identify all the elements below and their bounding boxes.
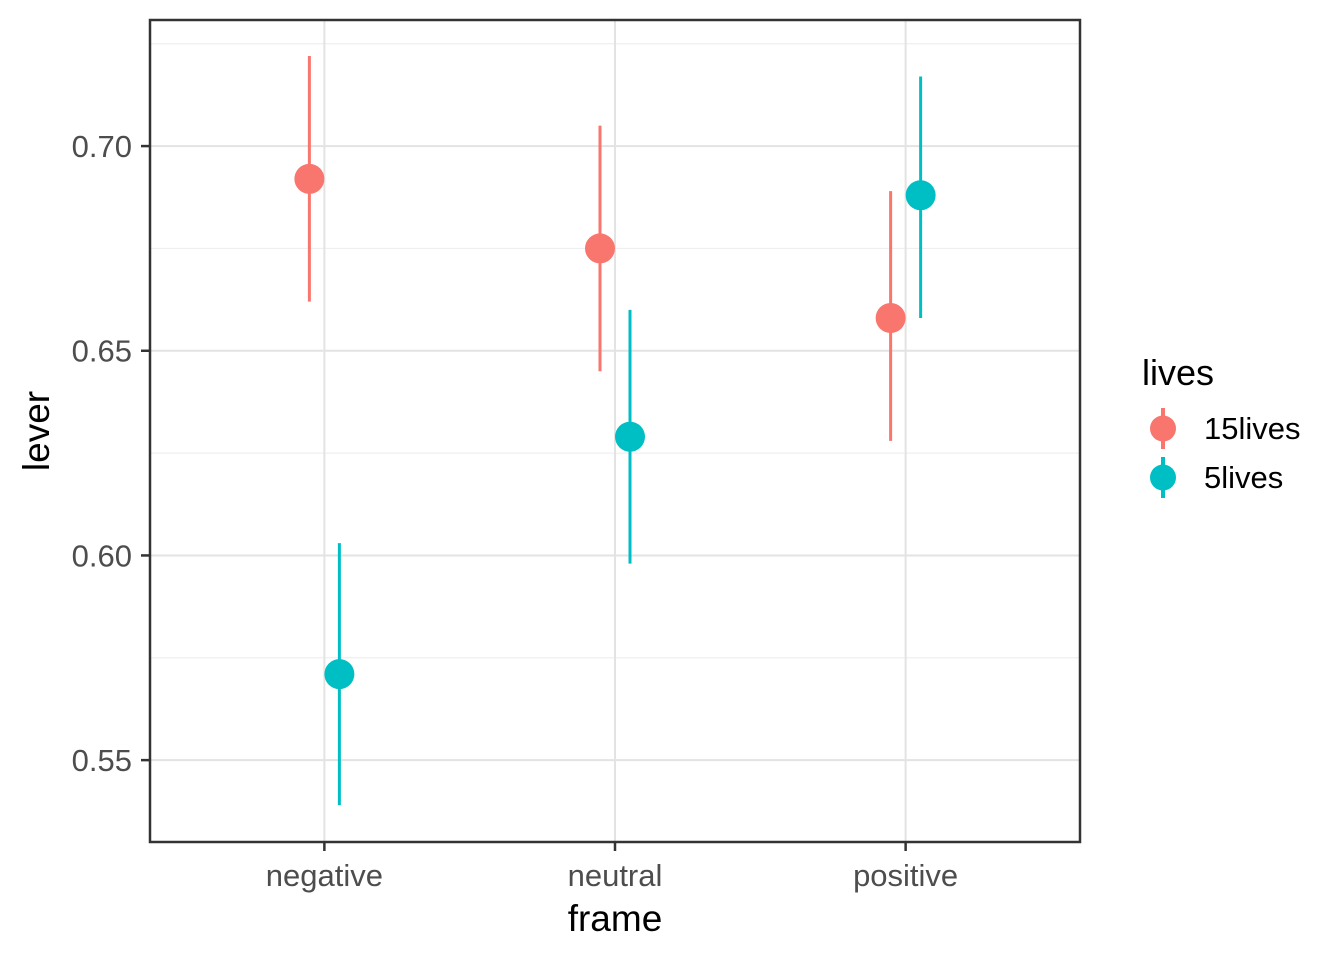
data-layer bbox=[294, 56, 936, 806]
panel-border-rect bbox=[148, 18, 1082, 844]
y-tick-label-0.65: 0.65 bbox=[72, 334, 132, 369]
grid-layer bbox=[150, 20, 1080, 842]
x-tick-label-neutral: neutral bbox=[568, 858, 663, 893]
legend-title: lives bbox=[1142, 352, 1215, 393]
point-15lives-neutral bbox=[585, 233, 615, 264]
pointrange-key-icon bbox=[1150, 408, 1176, 449]
axis-layer: 0.55 0.60 0.65 0.70 negative neutral positive bbox=[72, 129, 959, 893]
x-tick-label-negative: negative bbox=[266, 858, 383, 893]
point-15lives-positive bbox=[875, 303, 906, 334]
y-tick-label-0.55: 0.55 bbox=[72, 743, 132, 778]
pointrange-key-icon bbox=[1150, 457, 1176, 498]
y-tick-label-0.60: 0.60 bbox=[72, 538, 132, 573]
legend-item-5lives: 5lives bbox=[1136, 453, 1341, 502]
legend-item-15lives: 15lives bbox=[1136, 404, 1341, 453]
point-5lives-positive bbox=[905, 180, 936, 211]
point-5lives-neutral bbox=[615, 421, 645, 452]
x-axis-title: frame bbox=[568, 898, 663, 939]
point-15lives-negative bbox=[294, 163, 325, 194]
y-axis-title: lever bbox=[16, 391, 57, 471]
legend: lives 15lives 5lives bbox=[1136, 352, 1341, 502]
x-tick-label-positive: positive bbox=[853, 858, 958, 893]
point-5lives-negative bbox=[324, 659, 355, 690]
panel-border bbox=[148, 18, 1082, 844]
legend-item-label: 5lives bbox=[1204, 460, 1284, 495]
legend-item-label: 15lives bbox=[1204, 411, 1301, 446]
y-tick-label-0.70: 0.70 bbox=[72, 129, 132, 164]
